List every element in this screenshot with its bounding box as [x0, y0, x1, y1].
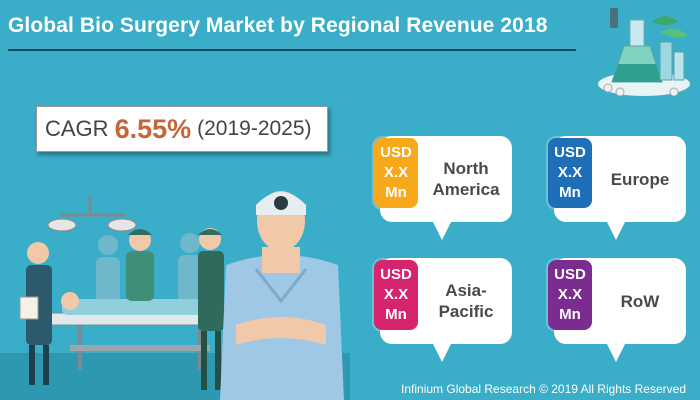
badge-value: X.X	[383, 286, 409, 303]
badge-value: X.X	[557, 164, 583, 181]
region-value-badge: USD X.X Mn	[548, 260, 592, 330]
cagr-box: CAGR 6.55% (2019-2025)	[36, 106, 328, 152]
badge-value: X.X	[557, 286, 583, 303]
badge-currency: USD	[554, 144, 586, 161]
region-value-badge: USD X.X Mn	[374, 138, 418, 208]
badge-currency: USD	[380, 266, 412, 283]
lab-equipment-icon	[598, 8, 690, 97]
cagr-label: CAGR	[45, 116, 109, 141]
badge-currency: USD	[380, 144, 412, 161]
badge-value: X.X	[383, 164, 409, 181]
region-callout-north-america: USD X.X Mn North America	[374, 136, 512, 240]
region-name: Europe	[610, 169, 670, 189]
region-callout-europe: USD X.X Mn Europe	[548, 136, 686, 240]
region-callout-row: USD X.X Mn RoW	[548, 258, 686, 362]
region-value-badge: USD X.X Mn	[548, 138, 592, 208]
surgery-scene-illustration	[0, 191, 350, 400]
cagr-period: (2019-2025)	[197, 117, 312, 140]
copyright-footer: Infinium Global Research © 2019 All Righ…	[401, 382, 686, 396]
region-callout-asia-pacific: USD X.X Mn Asia-Pacific	[374, 258, 512, 362]
page-title: Global Bio Surgery Market by Regional Re…	[8, 14, 548, 37]
badge-unit: Mn	[559, 184, 581, 201]
badge-unit: Mn	[559, 306, 581, 323]
title-underline	[8, 49, 576, 51]
cagr-value: 6.55%	[114, 113, 192, 144]
badge-unit: Mn	[385, 184, 407, 201]
badge-currency: USD	[554, 266, 586, 283]
region-value-badge: USD X.X Mn	[374, 260, 418, 330]
region-name: RoW	[620, 291, 660, 311]
region-name: Asia-Pacific	[438, 281, 494, 321]
region-name: North America	[432, 159, 500, 199]
badge-unit: Mn	[385, 306, 407, 323]
